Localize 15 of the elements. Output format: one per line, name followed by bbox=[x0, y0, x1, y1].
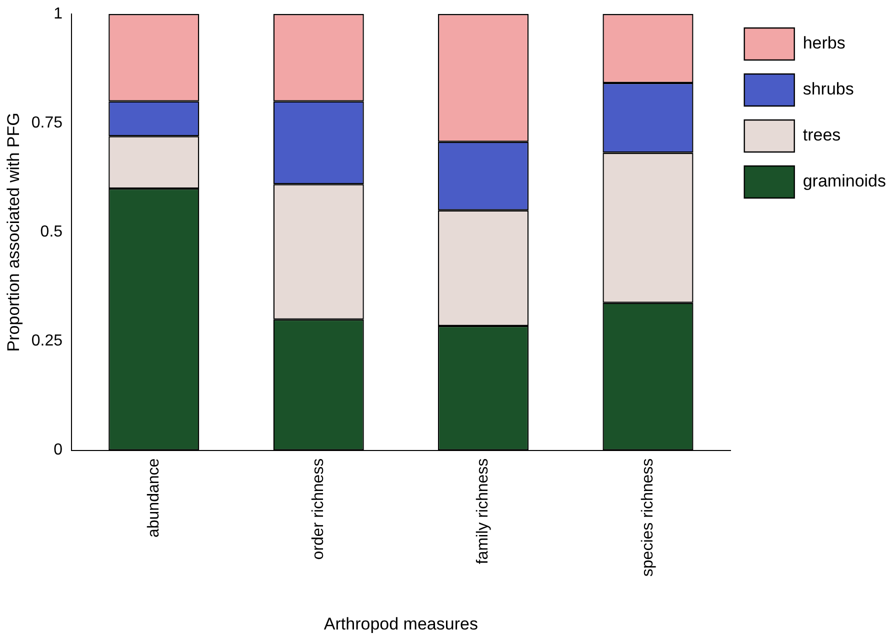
legend-label: graminoids bbox=[802, 172, 886, 191]
y-tick-label: 0.75 bbox=[31, 114, 63, 132]
x-tick-label: order richness bbox=[310, 458, 327, 560]
y-tick-label: 0.25 bbox=[31, 332, 63, 350]
x-tick-label: abundance bbox=[145, 458, 162, 538]
y-tick-label: 0.5 bbox=[40, 224, 63, 241]
y-tick-label: 0 bbox=[54, 442, 63, 459]
legend-label: herbs bbox=[802, 34, 846, 53]
x-axis-title: Arthropod measures bbox=[324, 614, 478, 634]
legend-label: shrubs bbox=[802, 80, 854, 99]
legend-label: trees bbox=[802, 126, 841, 145]
x-tick-label: family richness bbox=[474, 458, 492, 564]
x-tick-label: species richness bbox=[639, 458, 656, 577]
y-tick-label: 1 bbox=[54, 5, 63, 22]
y-axis-title: Proportion associated with PFG bbox=[4, 112, 23, 352]
